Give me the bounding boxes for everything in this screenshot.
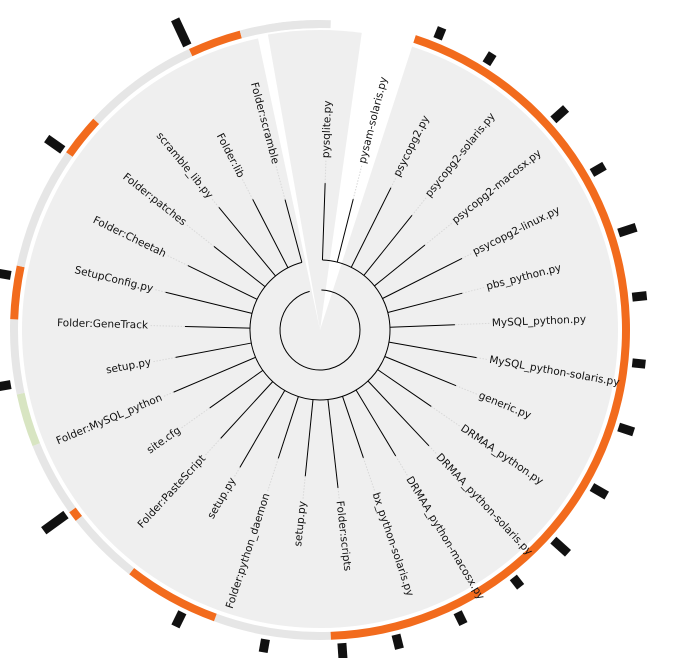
ring-segment xyxy=(32,443,76,513)
leader-lines xyxy=(150,160,490,500)
leader-line xyxy=(211,198,220,208)
ring-segment xyxy=(66,118,100,157)
branch-line xyxy=(355,389,397,457)
outer-bar xyxy=(0,269,12,280)
ring-segment xyxy=(69,507,83,521)
leader-line xyxy=(324,160,327,184)
branch-line xyxy=(374,244,426,287)
leaf-label: MySQL_python.py xyxy=(492,314,587,330)
ring-segment xyxy=(213,613,331,640)
branch-line xyxy=(173,356,256,393)
leader-line xyxy=(461,253,473,259)
ring-segment xyxy=(10,265,25,320)
branch-line xyxy=(336,199,354,263)
leader-line xyxy=(163,391,174,397)
branch-line xyxy=(239,390,286,468)
branch-line xyxy=(384,356,457,387)
outer-bar xyxy=(482,51,497,67)
wedge-left xyxy=(267,30,362,331)
leader-line xyxy=(352,165,363,200)
branch-line xyxy=(175,342,252,358)
outer-bar xyxy=(337,642,348,658)
branch-line xyxy=(213,246,266,288)
outer-bar xyxy=(171,17,192,48)
branch-line xyxy=(350,187,392,268)
branch-line xyxy=(321,183,326,261)
leader-line xyxy=(166,255,189,267)
leader-line xyxy=(154,289,166,293)
ring-segment xyxy=(9,319,25,395)
leader-line xyxy=(233,467,241,478)
leaf-label: setup.py xyxy=(292,501,309,548)
outer-ring xyxy=(9,19,630,640)
outer-bar xyxy=(617,223,638,238)
branch-line xyxy=(220,381,274,439)
ring-segment xyxy=(16,152,73,268)
outer-bar xyxy=(0,380,12,391)
leader-line xyxy=(152,356,176,363)
leader-line xyxy=(411,197,427,216)
leader-line xyxy=(476,357,488,361)
leader-line xyxy=(455,385,478,395)
branch-line xyxy=(187,265,258,300)
leader-line xyxy=(241,178,254,200)
ring-segment xyxy=(266,19,331,33)
ring-segment xyxy=(188,30,242,57)
branch-line xyxy=(252,199,289,268)
outer-bar xyxy=(617,422,636,437)
branch-line xyxy=(342,396,364,458)
branch-line xyxy=(389,324,455,328)
outer-bar xyxy=(41,510,69,535)
leader-line xyxy=(428,445,437,455)
wedge-main xyxy=(22,38,619,628)
branch-arc xyxy=(279,289,361,371)
outer-bar xyxy=(171,610,187,629)
branch-line xyxy=(165,291,253,314)
tree-branches xyxy=(165,183,477,489)
branch-line xyxy=(209,369,264,409)
background-wedge xyxy=(22,30,619,628)
leader-line xyxy=(302,476,306,500)
outer-bar xyxy=(433,26,447,41)
branch-line xyxy=(367,380,430,447)
ring-segment xyxy=(93,49,193,125)
branch-line xyxy=(218,206,276,277)
ring-segment xyxy=(75,515,135,575)
branch-line xyxy=(327,399,339,489)
branch-arc xyxy=(249,259,391,401)
branch-line xyxy=(185,325,251,329)
outer-bar xyxy=(550,105,570,124)
branch-line xyxy=(277,396,299,459)
outer-bars xyxy=(0,17,648,658)
outer-bar xyxy=(631,358,646,369)
outer-bar xyxy=(589,483,609,500)
outer-bar xyxy=(453,610,468,627)
outer-bar xyxy=(391,633,404,650)
outer-bar xyxy=(258,638,270,654)
leader-line xyxy=(395,455,408,476)
outer-bar xyxy=(550,536,571,557)
leader-line xyxy=(204,438,222,456)
ring-segment xyxy=(16,392,40,447)
branch-line xyxy=(388,341,477,359)
outer-bar xyxy=(509,574,525,590)
outer-bar xyxy=(44,134,66,154)
leaf-label: pysqlite.py xyxy=(320,100,334,158)
branch-line xyxy=(363,215,413,276)
branch-line xyxy=(304,399,314,477)
branch-line xyxy=(377,369,432,407)
ring-segment xyxy=(129,567,217,622)
leader-line xyxy=(390,177,397,188)
outer-bar xyxy=(631,291,648,302)
leader-line xyxy=(462,286,485,294)
outer-bar xyxy=(589,161,607,177)
branch-line xyxy=(284,199,303,263)
leader-line xyxy=(337,487,340,499)
branch-line xyxy=(387,292,463,313)
leaf-label: Folder:GeneTrack xyxy=(57,317,149,331)
branch-line xyxy=(382,257,463,299)
